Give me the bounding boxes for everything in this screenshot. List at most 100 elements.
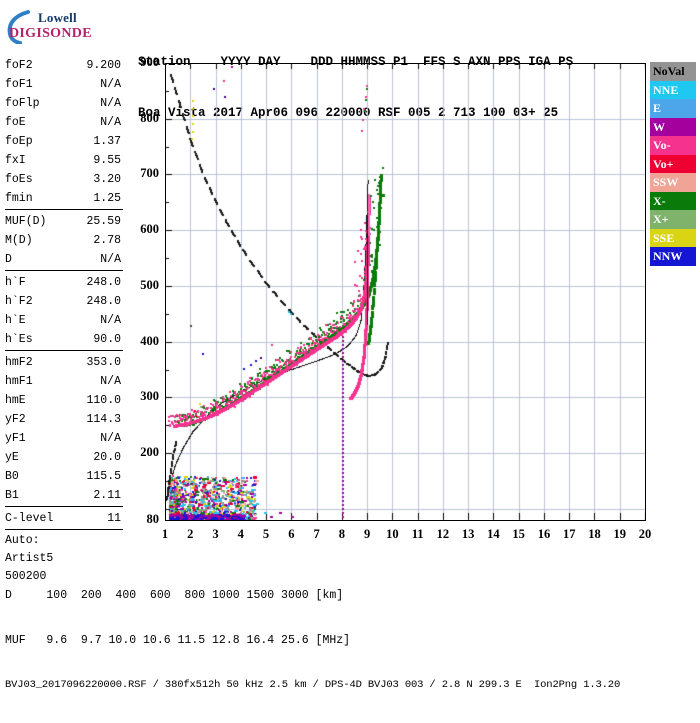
parameter-value: 2.78 <box>93 234 121 247</box>
parameter-row: hmF2 353.0 <box>5 353 123 372</box>
parameter-row: hmF1 N/A <box>5 372 123 391</box>
legend-item-e[interactable]: E <box>650 99 696 118</box>
parameter-row: foE N/A <box>5 113 123 132</box>
parameter-row: MUF(D) 25.59 <box>5 212 123 231</box>
parameter-row: h`F2 248.0 <box>5 292 123 311</box>
parameter-row: yE 20.0 <box>5 448 123 467</box>
direction-legend: NoVal NNE E W Vo- Vo+ SSW X- X+ SSE NNW <box>650 62 696 266</box>
auto-scaler-text: Artist5 <box>5 552 54 565</box>
auto-scaler-text: Auto: <box>5 534 40 547</box>
parameter-value: N/A <box>100 314 121 327</box>
parameter-row: yF2 114.3 <box>5 410 123 429</box>
parameter-key: hmF1 <box>5 375 33 388</box>
parameter-value: 114.3 <box>86 413 121 426</box>
legend-item-nne[interactable]: NNE <box>650 80 696 99</box>
parameter-group: hmF2 353.0 hmF1 N/A hmE 110.0 yF2 114.3 yF1 N/A yE… <box>5 353 123 507</box>
parameter-key: hmE <box>5 394 26 407</box>
plot-frame-left <box>165 63 166 521</box>
x-axis-tick-label: 9 <box>363 527 371 541</box>
parameter-row: D N/A <box>5 250 123 269</box>
parameter-key: hmF2 <box>5 356 33 369</box>
legend-item-x-[interactable]: X+ <box>650 210 696 229</box>
x-axis-tick-label: 18 <box>588 527 601 541</box>
x-axis-tick-label: 5 <box>262 527 270 541</box>
parameter-value: 115.5 <box>86 470 121 483</box>
footer-muf-row: MUF 9.6 9.7 10.0 10.6 11.5 12.8 16.4 25.… <box>5 634 351 647</box>
footer-file-row: BVJ03_2017096220000.RSF / 380fx512h 50 k… <box>5 679 621 691</box>
y-axis-tick-label: 700 <box>140 166 159 181</box>
y-axis-tick-label: 900 <box>140 55 159 69</box>
legend-item-w[interactable]: W <box>650 117 696 136</box>
parameter-row: h`F 248.0 <box>5 273 123 292</box>
parameter-value: N/A <box>100 432 121 445</box>
x-axis-tick-label: 4 <box>237 527 244 541</box>
x-axis-tick-label: 16 <box>537 527 551 541</box>
x-axis-tick-label: 12 <box>436 527 450 541</box>
x-axis-tick-label: 15 <box>512 527 525 541</box>
parameter-value: 11 <box>107 512 121 525</box>
parameter-key: yF1 <box>5 432 26 445</box>
ionogram-page: Lowell DIGISONDE Station YYYY DAY DDD HH… <box>5 10 696 691</box>
parameter-row: B1 2.11 <box>5 486 123 505</box>
footer-info: D 100 200 400 600 800 1000 1500 3000 [km… <box>5 558 620 723</box>
parameter-value: 25.59 <box>86 215 121 228</box>
parameter-value: N/A <box>100 97 121 110</box>
x-axis-tick-label: 3 <box>212 527 219 541</box>
logo-digisonde-text: DIGISONDE <box>9 26 92 41</box>
legend-item-x-[interactable]: X- <box>650 191 696 210</box>
parameter-group: MUF(D) 25.59 M(D) 2.78 D N/A <box>5 212 123 271</box>
legend-item-vo-[interactable]: Vo+ <box>650 154 696 173</box>
parameter-value: 110.0 <box>86 394 121 407</box>
parameter-key: foF2 <box>5 59 33 72</box>
parameter-value: 3.20 <box>93 173 121 186</box>
x-axis-tick-label: 19 <box>613 527 626 541</box>
parameter-row: C-level 11 <box>5 509 123 528</box>
parameter-value: 2.11 <box>93 489 121 502</box>
parameter-value: 90.0 <box>93 333 121 346</box>
legend-item-noval[interactable]: NoVal <box>650 62 696 81</box>
parameter-row: fmin 1.25 <box>5 189 123 208</box>
parameter-group: foF2 9.200 foF1 N/A foFlp N/A foE N/A foEp 1.37 fx… <box>5 56 123 210</box>
parameter-value: 20.0 <box>93 451 121 464</box>
parameter-row: foF1 N/A <box>5 75 123 94</box>
parameter-row: yF1 N/A <box>5 429 123 448</box>
x-axis-tick-label: 11 <box>411 527 424 541</box>
y-axis-tick-label: 80 <box>146 512 160 526</box>
parameter-value: 9.55 <box>93 154 121 167</box>
parameter-key: yE <box>5 451 19 464</box>
ionogram-canvas <box>165 63 646 521</box>
x-axis-tick-label: 20 <box>638 527 652 541</box>
legend-item-vo-[interactable]: Vo- <box>650 136 696 155</box>
parameter-row: B0 115.5 <box>5 467 123 486</box>
x-axis-tick-label: 13 <box>461 527 475 541</box>
auto-scaler-info: Auto: Artist5 500200 <box>5 532 123 587</box>
x-axis-tick-label: 1 <box>161 527 169 541</box>
parameter-row: hmE 110.0 <box>5 391 123 410</box>
parameter-key: D <box>5 253 12 266</box>
ionogram-plot <box>165 63 646 521</box>
parameter-key: B1 <box>5 489 19 502</box>
parameter-key: h`F <box>5 276 26 289</box>
legend-item-nnw[interactable]: NNW <box>650 247 696 266</box>
parameter-key: foFlp <box>5 97 40 110</box>
parameter-row: h`Es 90.0 <box>5 330 123 349</box>
footer-distance-row: D 100 200 400 600 800 1000 1500 3000 [km… <box>5 589 344 602</box>
parameter-table: foF2 9.200 foF1 N/A foFlp N/A foE N/A foEp 1.37 fx… <box>5 56 123 589</box>
parameter-key: yF2 <box>5 413 26 426</box>
plot-frame-bottom <box>165 520 646 521</box>
parameter-row: foEp 1.37 <box>5 132 123 151</box>
x-axis-tick-label: 8 <box>338 527 345 541</box>
x-axis-tick-label: 10 <box>386 527 399 541</box>
x-axis-tick-label: 7 <box>313 527 320 541</box>
parameter-value: 9.200 <box>86 59 121 72</box>
legend-item-ssw[interactable]: SSW <box>650 173 696 192</box>
auto-scaler-text: 500200 <box>5 570 47 583</box>
y-axis-tick-label: 300 <box>140 389 159 404</box>
parameter-key: h`F2 <box>5 295 33 308</box>
parameter-row: fxI 9.55 <box>5 151 123 170</box>
parameter-value: N/A <box>100 375 121 388</box>
parameter-value: N/A <box>100 253 121 266</box>
legend-item-sse[interactable]: SSE <box>650 228 696 247</box>
x-axis-tick-label: 2 <box>187 527 194 541</box>
parameter-key: foE <box>5 116 26 129</box>
